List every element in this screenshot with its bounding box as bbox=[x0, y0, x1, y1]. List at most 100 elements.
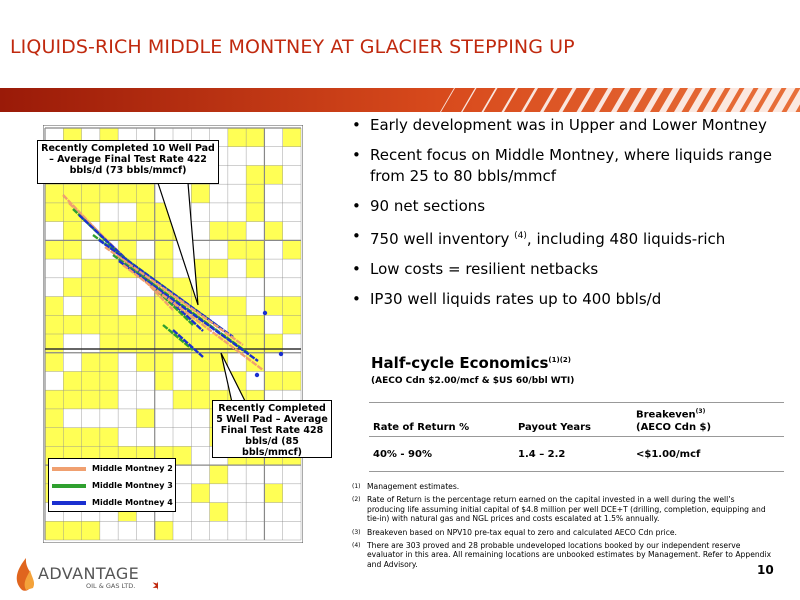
land-parcel bbox=[63, 202, 82, 222]
land-parcel bbox=[45, 334, 64, 353]
land-parcel bbox=[45, 184, 64, 203]
land-parcel bbox=[118, 184, 137, 203]
land-parcel bbox=[99, 259, 119, 278]
land-parcel bbox=[136, 408, 155, 428]
well-trajectory bbox=[122, 264, 264, 371]
land-parcel bbox=[45, 352, 64, 372]
header-cell: Breakeven(3) (AECO Cdn $) bbox=[632, 402, 784, 437]
land-parcel bbox=[282, 371, 301, 391]
logo-subtext: OIL & GAS LTD. bbox=[86, 582, 136, 590]
land-parcel bbox=[227, 128, 247, 147]
land-parcel bbox=[136, 352, 155, 372]
land-parcel bbox=[282, 315, 301, 334]
land-parcel bbox=[45, 427, 64, 447]
land-parcel bbox=[45, 296, 64, 316]
land-parcel bbox=[81, 390, 100, 409]
legend-label: Middle Montney 2 bbox=[92, 464, 173, 473]
land-parcel bbox=[136, 315, 155, 334]
footnote: (4) There are 303 proved and 28 probable … bbox=[352, 541, 772, 569]
land-parcel bbox=[63, 371, 82, 391]
land-parcel bbox=[99, 184, 119, 203]
land-parcel bbox=[227, 296, 247, 316]
land-parcel bbox=[154, 334, 173, 353]
footnote: (1) Management estimates. bbox=[352, 482, 460, 491]
land-parcel bbox=[136, 296, 155, 316]
land-parcel bbox=[227, 315, 247, 334]
land-parcel bbox=[99, 221, 119, 241]
footnotes: (1) Management estimates. (2) Rate of Retu… bbox=[352, 482, 772, 573]
land-parcel bbox=[209, 465, 228, 484]
legend-item: Middle Montney 2 bbox=[49, 461, 175, 476]
land-parcel bbox=[99, 390, 119, 409]
land-parcel bbox=[282, 128, 301, 147]
land-parcel bbox=[45, 202, 64, 222]
land-parcel bbox=[191, 390, 210, 409]
land-parcel bbox=[191, 334, 210, 353]
bullet-item: 750 well inventory (4), including 480 li… bbox=[350, 226, 790, 250]
land-parcel bbox=[99, 371, 119, 391]
land-parcel bbox=[81, 315, 100, 334]
land-parcel bbox=[81, 371, 100, 391]
page-number: 10 bbox=[757, 563, 774, 577]
land-parcel bbox=[63, 521, 82, 540]
land-parcel bbox=[246, 315, 265, 334]
land-parcel bbox=[246, 184, 265, 203]
logo-name: ADVANTAGE bbox=[38, 564, 140, 583]
land-parcel bbox=[154, 240, 173, 260]
land-parcel bbox=[246, 165, 265, 185]
land-parcel bbox=[246, 128, 265, 147]
land-parcel bbox=[154, 521, 173, 540]
land-parcel bbox=[191, 371, 210, 391]
well-pad-marker bbox=[254, 372, 260, 378]
well-trajectory bbox=[162, 324, 194, 351]
land-parcel bbox=[209, 296, 228, 316]
land-parcel bbox=[63, 184, 82, 203]
land-parcel bbox=[173, 446, 192, 466]
land-parcel bbox=[63, 427, 82, 447]
well-trajectory bbox=[104, 246, 244, 346]
land-parcel bbox=[136, 202, 155, 222]
well-trajectory bbox=[172, 329, 204, 358]
callout-top: Recently Completed 10 Well Pad – Average… bbox=[37, 140, 219, 184]
slide-title: LIQUIDS-RICH MIDDLE MONTNEY AT GLACIER S… bbox=[10, 36, 575, 58]
header-cell: Payout Years bbox=[514, 402, 632, 437]
land-parcel bbox=[99, 427, 119, 447]
land-parcel bbox=[227, 221, 247, 241]
company-logo bbox=[16, 558, 158, 591]
table-cell: 1.4 – 2.2 bbox=[514, 436, 632, 472]
land-parcel bbox=[246, 202, 265, 222]
land-parcel bbox=[81, 184, 100, 203]
land-parcel bbox=[99, 334, 119, 353]
land-parcel bbox=[264, 221, 283, 241]
land-parcel bbox=[246, 259, 265, 278]
land-parcel bbox=[264, 296, 283, 316]
land-parcel bbox=[45, 521, 64, 540]
land-parcel bbox=[246, 240, 265, 260]
header-cell: Rate of Return % bbox=[369, 402, 514, 437]
header-band bbox=[0, 88, 800, 112]
land-parcel bbox=[63, 390, 82, 409]
land-parcel bbox=[99, 315, 119, 334]
legend-item: Middle Montney 4 bbox=[49, 495, 175, 510]
land-parcel bbox=[209, 221, 228, 241]
land-parcel bbox=[81, 427, 100, 447]
land-parcel bbox=[118, 221, 137, 241]
land-parcel bbox=[154, 221, 173, 241]
land-parcel bbox=[63, 277, 82, 297]
land-parcel bbox=[63, 315, 82, 334]
land-parcel bbox=[136, 221, 155, 241]
economics-title-notes: (1)(2) bbox=[548, 356, 571, 364]
land-parcel bbox=[45, 240, 64, 260]
land-parcel bbox=[264, 334, 283, 353]
table-row: 40% - 90% 1.4 – 2.2 <$1.00/mcf bbox=[369, 436, 784, 472]
bullet-item: Recent focus on Middle Montney, where li… bbox=[350, 145, 790, 187]
land-parcel bbox=[136, 334, 155, 353]
economics-title: Half-cycle Economics(1)(2) bbox=[371, 354, 571, 372]
table-header-row: Rate of Return % Payout Years Breakeven(… bbox=[369, 402, 784, 437]
land-parcel bbox=[154, 352, 173, 372]
economics-subtitle: (AECO Cdn $2.00/mcf & $US 60/bbl WTI) bbox=[371, 376, 575, 386]
well-pad-marker bbox=[278, 351, 284, 357]
land-parcel bbox=[282, 296, 301, 316]
land-parcel bbox=[81, 277, 100, 297]
land-parcel bbox=[63, 240, 82, 260]
